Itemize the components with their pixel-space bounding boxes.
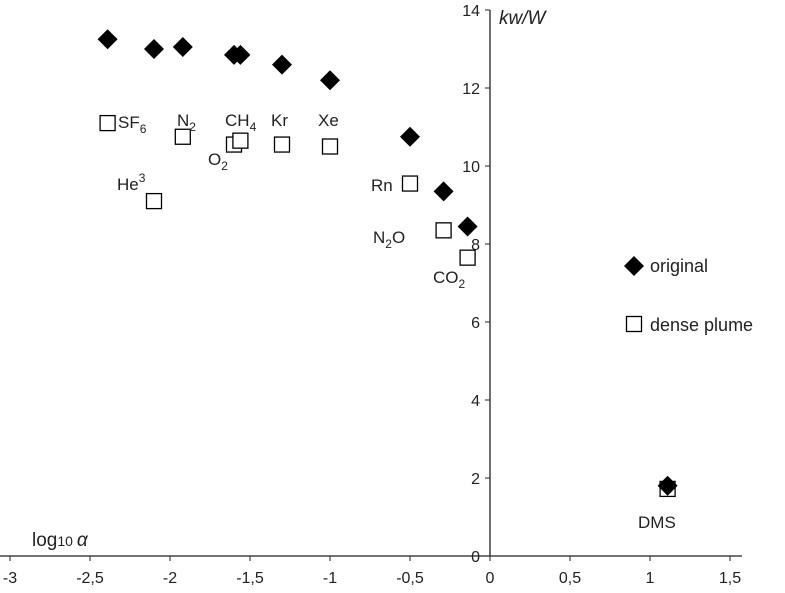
x-tick-label: -2,5 (76, 570, 104, 587)
y-tick-label: 8 (471, 237, 480, 254)
x-tick-label: -0,5 (396, 570, 424, 587)
point-label: CH4 (225, 111, 257, 134)
x-tick-label: -3 (3, 570, 17, 587)
dense-plume-point (401, 175, 419, 192)
data-points (97, 29, 678, 498)
original-point (97, 29, 118, 50)
legend-dense-plume-label: dense plume (650, 315, 753, 335)
dense-plume-point (273, 136, 291, 153)
x-tick-label: -2 (163, 570, 177, 587)
dense-plume-point (232, 132, 249, 149)
original-point (272, 54, 292, 75)
y-tick-label: 4 (471, 393, 480, 410)
original-point (433, 181, 454, 202)
dense-plume-point (321, 138, 339, 155)
original-point (230, 44, 251, 65)
x-tick-label: -1 (323, 570, 337, 587)
y-tick-labels: 0 2 4 6 8 10 12 14 (462, 3, 480, 566)
dense-plume-point (99, 114, 116, 132)
y-axis-title: kw/W (499, 8, 548, 29)
point-label: DMS (638, 513, 676, 532)
legend-original-marker (624, 256, 644, 276)
original-point (144, 39, 164, 59)
y-tick-label: 12 (462, 81, 480, 98)
x-axis-title: log10 α (32, 530, 89, 551)
x-tick-label: -1,5 (236, 570, 264, 587)
legend-dense-plume-marker (625, 315, 643, 333)
dense-plume-point (145, 192, 163, 210)
y-tick-label: 10 (462, 159, 480, 176)
point-label: N2O (373, 228, 405, 251)
original-point (657, 475, 678, 496)
original-point (320, 70, 340, 91)
legend-original-label: original (650, 256, 708, 276)
point-label: CO2 (433, 268, 466, 291)
dense-plume-point (174, 128, 191, 145)
axes (0, 9, 742, 561)
point-labels: SF6 He3 N2 O2 CH4 Kr Xe Rn N2O CO2 DMS (117, 111, 676, 532)
point-label: N2 (177, 111, 196, 134)
y-tick-label: 2 (471, 471, 480, 488)
x-tick-label: 1 (646, 570, 655, 587)
x-tick-labels: -3 -2,5 -2 -1,5 -1 -0,5 0 0,5 1 1,5 (3, 570, 741, 587)
dense-plume-point (459, 249, 476, 266)
y-tick-label: 14 (462, 3, 480, 20)
original-point (457, 216, 478, 237)
x-tick-label: 0 (486, 570, 495, 587)
original-point (172, 37, 193, 58)
point-label: O2 (208, 150, 228, 173)
point-label: Xe (318, 111, 339, 130)
x-tick-label: 1,5 (719, 570, 741, 587)
point-label: Kr (271, 111, 288, 130)
point-label: Rn (371, 176, 393, 195)
point-label: He3 (117, 171, 146, 194)
dense-plume-point (435, 222, 452, 239)
y-tick-label: 0 (471, 549, 480, 566)
x-tick-label: 0,5 (559, 570, 581, 587)
point-label: SF6 (118, 113, 147, 136)
y-tick-label: 6 (471, 315, 480, 332)
original-point (400, 126, 420, 147)
legend: original dense plume (624, 256, 753, 335)
